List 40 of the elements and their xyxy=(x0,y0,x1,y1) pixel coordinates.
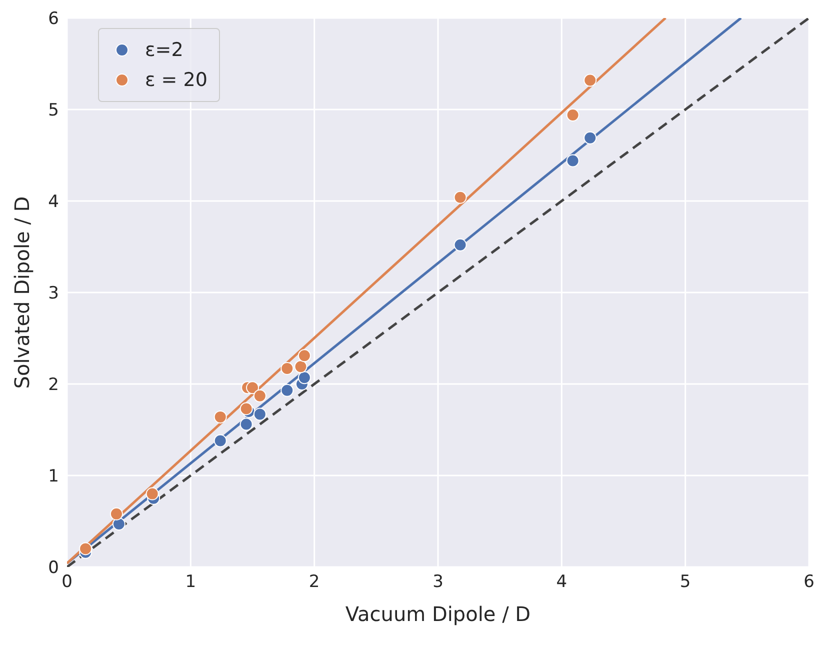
y-tick-label: 2 xyxy=(48,375,59,396)
point xyxy=(294,360,308,374)
point xyxy=(79,542,92,556)
point xyxy=(246,381,259,394)
y-tick-label: 4 xyxy=(48,192,59,212)
x-axis-title: Vacuum Dipole / D xyxy=(345,602,531,626)
point xyxy=(298,371,311,384)
point xyxy=(214,410,227,424)
point xyxy=(584,131,597,144)
x-tick-label: 1 xyxy=(185,572,196,592)
point xyxy=(112,517,126,530)
point xyxy=(110,507,123,520)
y-tick-label: 6 xyxy=(48,9,59,30)
x-tick-label: 6 xyxy=(804,572,814,592)
y-axis-title: Solvated Dipole / D xyxy=(10,196,34,389)
point xyxy=(584,74,597,87)
point xyxy=(280,384,294,397)
point xyxy=(214,434,227,448)
legend-label: ε=2 xyxy=(145,38,184,63)
y-tick-label: 1 xyxy=(48,466,59,487)
point xyxy=(454,238,467,252)
point xyxy=(253,389,266,402)
x-tick-label: 2 xyxy=(308,572,320,592)
point xyxy=(454,190,467,204)
point xyxy=(280,362,294,375)
point xyxy=(566,108,580,122)
legend-label: ε = 20 xyxy=(145,68,208,93)
point xyxy=(298,349,311,362)
y-tick-label: 5 xyxy=(48,100,59,121)
point xyxy=(566,154,580,168)
point xyxy=(146,487,159,500)
point xyxy=(240,418,253,431)
x-tick-label: 4 xyxy=(556,572,568,592)
point xyxy=(253,408,266,421)
y-tick-label: 0 xyxy=(48,558,59,578)
x-tick-label: 5 xyxy=(680,572,691,592)
y-tick-label: 3 xyxy=(48,284,59,304)
point xyxy=(240,402,253,416)
x-tick-label: 3 xyxy=(432,572,444,592)
x-tick-label: 0 xyxy=(62,572,72,592)
